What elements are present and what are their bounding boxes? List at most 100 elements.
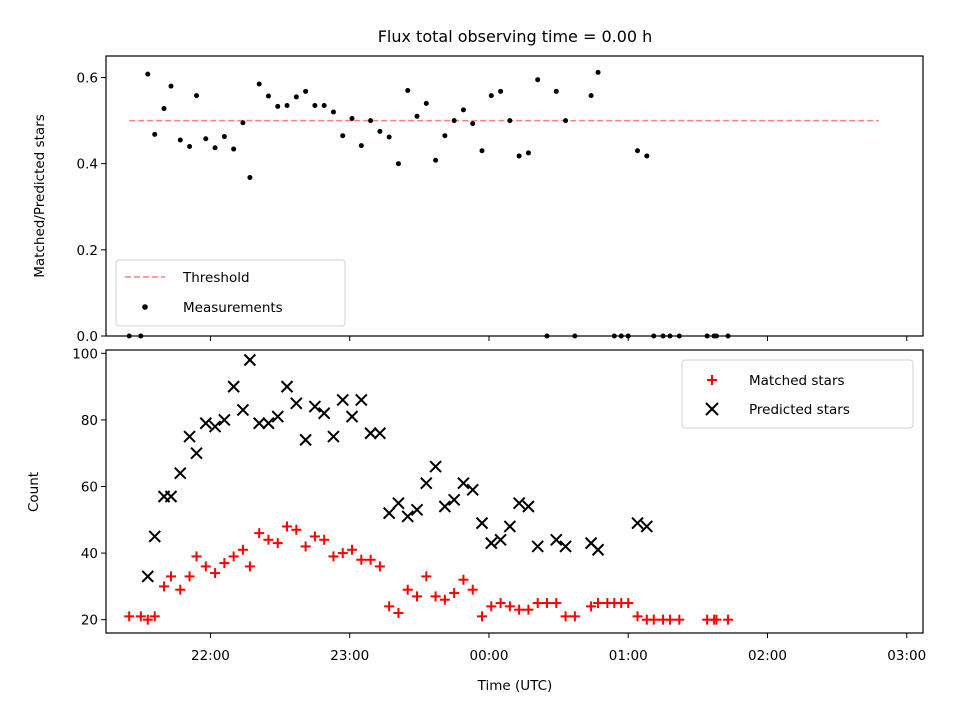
matched-star-point: [263, 534, 274, 545]
measurement-point: [275, 103, 281, 109]
predicted-star-point: [317, 407, 331, 420]
matched-star-point: [142, 614, 153, 625]
measurement-point: [516, 153, 522, 159]
measurement-point: [595, 69, 601, 75]
matched-star-point: [291, 524, 302, 535]
measurement-point: [256, 81, 262, 87]
predicted-star-point: [522, 500, 535, 513]
top-panel-frame: [105, 55, 924, 337]
top-legend: Threshold Measurements: [115, 259, 346, 327]
predicted-star-point: [550, 533, 563, 546]
measurement-point: [168, 83, 174, 89]
matched-star-point: [393, 608, 404, 619]
predicted-star-point: [327, 430, 340, 443]
predicted-star-point: [218, 413, 231, 427]
predicted-star-point: [559, 540, 572, 553]
matched-star-point: [541, 598, 552, 609]
measurement-point: [635, 148, 641, 154]
top-y-tick-label: 0.6: [77, 71, 98, 87]
measurement-point: [312, 103, 318, 109]
matched-stars-legend-label: Matched stars: [749, 373, 845, 389]
bottom-y-tick-label: 80: [81, 413, 98, 429]
predicted-star-point: [382, 506, 396, 520]
predicted-star-point: [208, 420, 222, 433]
predicted-star-point: [280, 380, 294, 393]
bottom-y-tick-label: 60: [81, 480, 98, 496]
measurement-point: [386, 134, 392, 140]
measurement-point: [377, 128, 383, 134]
matched-star-point: [523, 604, 534, 615]
predicted-star-point: [494, 533, 507, 546]
measurement-point: [525, 150, 531, 156]
predicted-star-point: [485, 536, 498, 550]
matched-star-point: [319, 534, 330, 545]
top-legend-frame: [115, 259, 346, 327]
measurement-point: [177, 137, 183, 143]
matched-star-point: [347, 544, 358, 555]
bottom-y-axis-label: Count: [26, 472, 42, 512]
matched-star-point: [711, 614, 722, 625]
top-panel-plot-area: [126, 69, 879, 339]
matched-star-point: [135, 611, 146, 622]
matched-star-point: [439, 594, 450, 605]
matched-star-point: [514, 604, 525, 615]
predicted-star-point: [148, 530, 161, 543]
matched-star-point: [309, 531, 320, 542]
predicted-star-point: [183, 430, 196, 443]
predicted-star-point: [271, 410, 284, 423]
measurement-point: [303, 88, 309, 94]
measurement-point: [265, 93, 271, 99]
measurement-point: [563, 118, 569, 124]
matched-star-point: [282, 521, 293, 532]
predicted-star-point: [355, 393, 368, 407]
predicted-star-point: [531, 540, 544, 553]
measurement-point: [498, 88, 504, 94]
measurement-point: [194, 93, 200, 99]
matched-star-point: [237, 544, 248, 555]
matched-star-point: [184, 571, 195, 582]
measurement-point: [321, 103, 327, 109]
x-tick-label: 02:00: [748, 648, 787, 664]
predicted-star-point: [227, 380, 240, 393]
measurement-point: [349, 115, 355, 121]
measurement-point: [212, 145, 218, 151]
matched-star-point: [486, 601, 497, 612]
measurement-point: [442, 133, 448, 139]
predicted-star-point: [457, 476, 470, 490]
matched-star-point: [560, 611, 571, 622]
matched-star-point: [412, 591, 423, 602]
predicted-star-point: [512, 496, 526, 510]
matched-star-point: [124, 611, 135, 622]
measurements-legend-label: Measurements: [183, 300, 283, 316]
measurement-point: [460, 107, 466, 113]
matched-star-point: [723, 614, 734, 625]
measurement-point: [240, 120, 246, 126]
matched-star-point: [175, 584, 186, 595]
predicted-star-point: [640, 520, 654, 533]
measurement-point: [203, 136, 209, 142]
measurements-legend-swatch: [142, 304, 148, 310]
matched-stars-legend-swatch: [707, 375, 717, 385]
predicted-star-point: [466, 483, 479, 497]
predicted-star-point: [447, 493, 461, 507]
measurement-point: [231, 146, 237, 152]
matched-star-point: [665, 614, 676, 625]
predicted-star-point: [475, 516, 489, 530]
bottom-panel-plot-area: [124, 353, 734, 625]
measurement-point: [293, 94, 299, 100]
matched-star-point: [402, 584, 413, 595]
matched-star-point: [593, 598, 604, 609]
predicted-star-point: [243, 353, 257, 367]
matched-star-point: [674, 614, 685, 625]
measurement-point: [470, 121, 476, 127]
matched-star-point: [648, 614, 659, 625]
measurement-point: [284, 103, 290, 109]
x-tick-label: 23:00: [330, 648, 369, 664]
matched-star-point: [384, 601, 395, 612]
top-y-tick-label: 0.4: [77, 157, 98, 173]
predicted-star-point: [252, 417, 266, 430]
matched-star-point: [430, 591, 441, 602]
predicted-star-point: [429, 460, 442, 473]
matched-star-point: [623, 598, 634, 609]
